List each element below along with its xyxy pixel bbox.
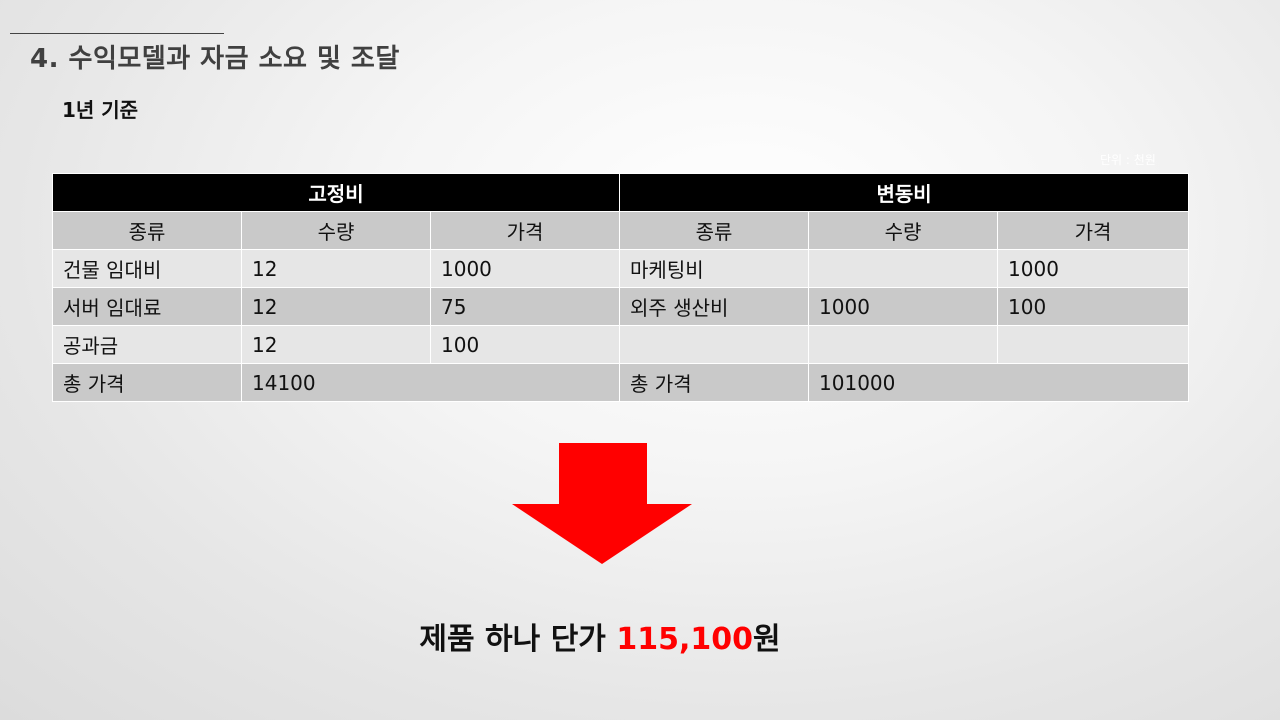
fixed-qty-cell: 12	[241, 287, 431, 326]
column-header-price: 가격	[997, 211, 1190, 250]
column-header-qty: 수량	[241, 211, 431, 250]
fixed-total-value: 14100	[240, 363, 621, 402]
variable-cost-header: 변동비	[619, 173, 1190, 212]
variable-total-value: 101000	[808, 363, 1190, 402]
summary-prefix: 제품 하나 단가	[419, 622, 617, 657]
fixed-cost-header: 고정비	[51, 173, 621, 212]
cost-table: 고정비 변동비 종류 수량 가격 종류 수량 가격 건물 임대비 12 1000…	[51, 173, 1190, 402]
variable-price-cell: 100	[997, 287, 1190, 326]
variable-price-cell: 1000	[997, 249, 1190, 288]
top-divider	[10, 33, 224, 34]
variable-qty-cell: 1000	[808, 287, 999, 326]
page-subtitle: 1년 기준	[62, 98, 139, 122]
variable-total-label: 총 가격	[619, 363, 810, 402]
unit-price-value: 115,100	[616, 622, 753, 657]
group-header-row: 고정비 변동비	[51, 173, 1190, 212]
column-header-qty: 수량	[808, 211, 999, 250]
fixed-price-cell: 75	[429, 287, 621, 326]
variable-price-cell	[997, 325, 1190, 364]
summary-suffix: 원	[752, 622, 781, 657]
variable-qty-cell	[808, 249, 999, 288]
table-row: 건물 임대비 12 1000 마케팅비 1000	[52, 249, 1190, 288]
variable-qty-cell	[808, 325, 999, 364]
down-arrow-icon	[512, 443, 692, 564]
unit-price-summary: 제품 하나 단가 115,100원	[0, 614, 1200, 658]
fixed-total-label: 총 가격	[52, 363, 242, 402]
variable-kind-cell: 마케팅비	[619, 249, 810, 288]
fixed-qty-cell: 12	[241, 325, 431, 364]
page-title: 4. 수익모델과 자금 소요 및 조달	[30, 44, 400, 74]
fixed-kind-cell: 서버 임대료	[52, 287, 242, 326]
table-row: 공과금 12 100	[52, 325, 1190, 364]
column-header-kind: 종류	[619, 211, 810, 250]
fixed-kind-cell: 건물 임대비	[52, 249, 242, 288]
column-header-price: 가격	[429, 211, 621, 250]
variable-kind-cell	[619, 325, 810, 364]
table-row: 서버 임대료 12 75 외주 생산비 1000 100	[52, 287, 1190, 326]
column-header-row: 종류 수량 가격 종류 수량 가격	[52, 211, 1190, 250]
total-row: 총 가격 14100 총 가격 101000	[52, 363, 1190, 402]
column-header-kind: 종류	[52, 211, 242, 250]
fixed-qty-cell: 12	[241, 249, 431, 288]
fixed-price-cell: 100	[429, 325, 621, 364]
unit-note: 단위 : 천원	[1100, 153, 1156, 167]
fixed-kind-cell: 공과금	[52, 325, 242, 364]
fixed-price-cell: 1000	[429, 249, 621, 288]
variable-kind-cell: 외주 생산비	[619, 287, 810, 326]
